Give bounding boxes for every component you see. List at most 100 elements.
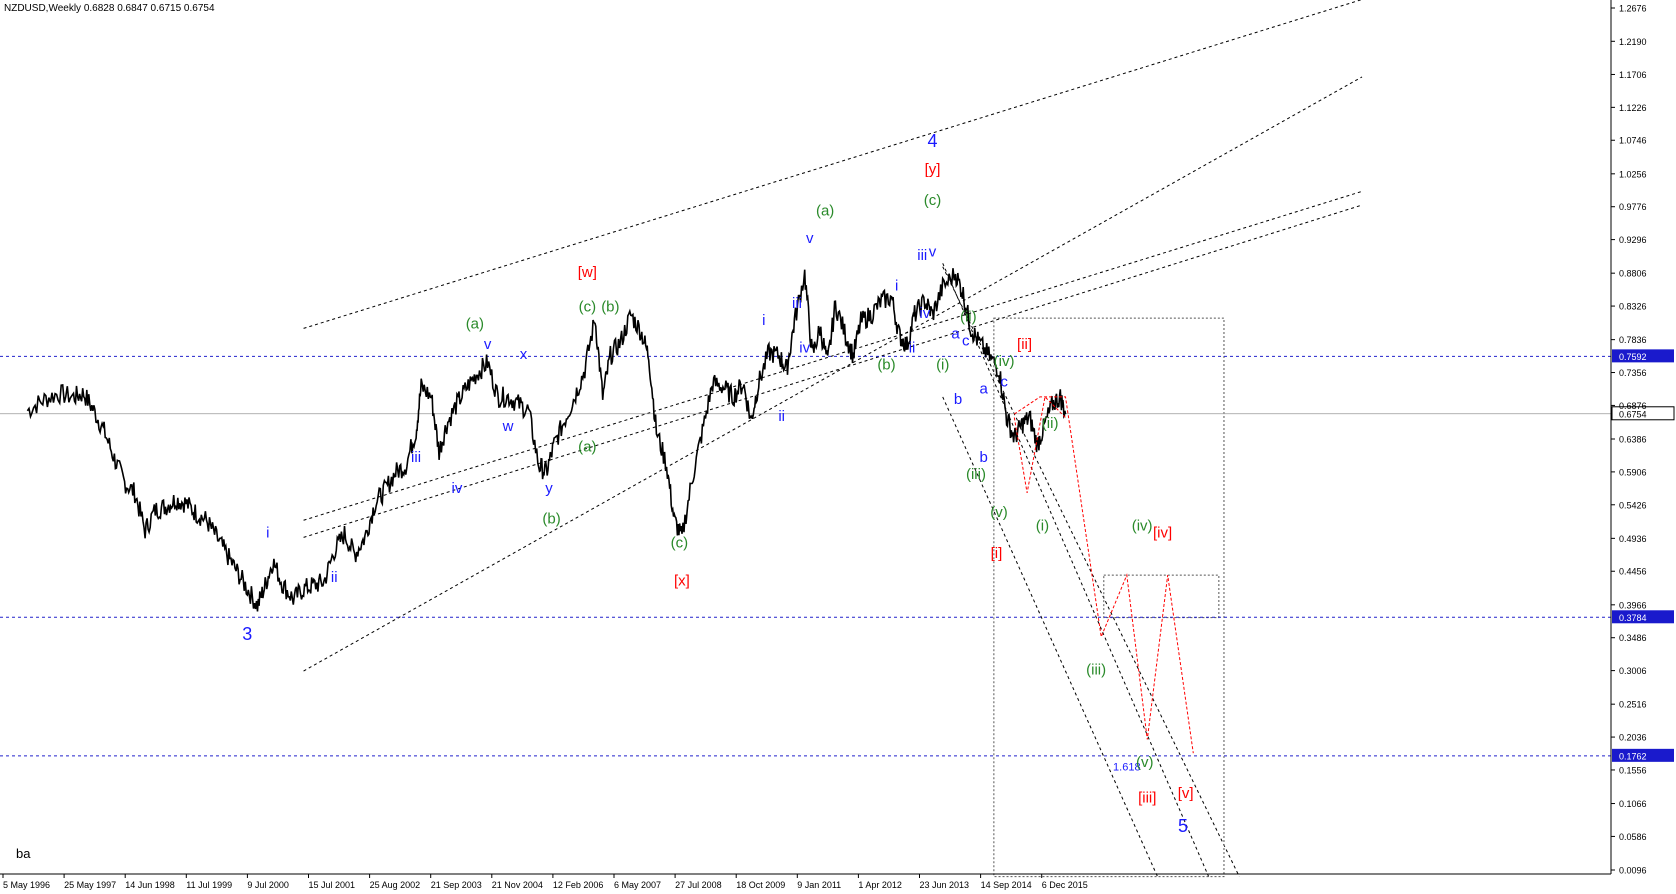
forecast-path bbox=[1013, 395, 1066, 493]
wave-label: [iv] bbox=[1153, 524, 1172, 541]
wave-label: (v) bbox=[1136, 754, 1154, 771]
channel-line bbox=[303, 204, 1363, 538]
y-axis: 1.2676 1.2190 1.1706 1.1226 1.0746 1.0256 0.97… bbox=[1611, 4, 1647, 876]
y-tick-label: 0.0096 bbox=[1619, 866, 1647, 876]
wave-label: [ii] bbox=[1017, 336, 1032, 353]
wave-label: iv bbox=[452, 480, 463, 497]
x-tick-label: 6 Dec 2015 bbox=[1042, 880, 1088, 890]
wave-label: (a) bbox=[578, 439, 596, 456]
wave-label: (ii) bbox=[1042, 415, 1059, 432]
wave-label: y bbox=[545, 480, 553, 497]
x-tick-label: 12 Feb 2006 bbox=[553, 880, 604, 890]
level-tag-label: 0.7592 bbox=[1619, 352, 1647, 362]
x-tick-label: 25 Aug 2002 bbox=[370, 880, 421, 890]
wave-label: (ii) bbox=[960, 309, 977, 326]
wave-label: b bbox=[954, 391, 962, 408]
wave-label: (iii) bbox=[966, 466, 986, 483]
x-tick-label: 15 Jul 2001 bbox=[309, 880, 356, 890]
wave-label: [i] bbox=[991, 545, 1003, 562]
wave-label: [y] bbox=[925, 161, 941, 178]
wave-label: 3 bbox=[242, 624, 252, 644]
y-tick-label: 1.0256 bbox=[1619, 169, 1647, 179]
y-tick-label: 0.4456 bbox=[1619, 567, 1647, 577]
wave-label: [x] bbox=[674, 572, 690, 589]
wave-label: iii bbox=[792, 295, 802, 312]
y-tick-label: 1.2676 bbox=[1619, 4, 1647, 14]
wave-label: v bbox=[929, 243, 937, 260]
y-tick-label: 0.4936 bbox=[1619, 534, 1647, 544]
x-tick-label: 18 Oct 2009 bbox=[736, 880, 785, 890]
wave-label: iv bbox=[799, 339, 810, 356]
y-tick-label: 0.9296 bbox=[1619, 235, 1647, 245]
y-tick-label: 0.6876 bbox=[1619, 401, 1647, 411]
level-tag bbox=[1611, 406, 1675, 421]
channel-lines bbox=[303, 0, 1363, 877]
wave-label: (b) bbox=[542, 511, 560, 528]
wave-label: [v] bbox=[1178, 785, 1194, 802]
footer-note: ba bbox=[16, 846, 31, 861]
y-tick-label: 0.2036 bbox=[1619, 733, 1647, 743]
wave-label: c bbox=[962, 333, 970, 350]
forecast-paths bbox=[1013, 395, 1194, 754]
y-tick-label: 0.1066 bbox=[1619, 799, 1647, 809]
wave-label: (iv) bbox=[994, 353, 1015, 370]
wave-label: (b) bbox=[601, 298, 619, 315]
channel-line bbox=[303, 190, 1363, 521]
wave-label: (i) bbox=[936, 357, 949, 374]
y-tick-label: 0.3486 bbox=[1619, 633, 1647, 643]
y-tick-label: 0.7836 bbox=[1619, 335, 1647, 345]
y-tick-label: 0.8326 bbox=[1619, 302, 1647, 312]
projection-box bbox=[1103, 574, 1220, 619]
wave-label: i bbox=[895, 278, 898, 295]
y-tick-label: 1.0746 bbox=[1619, 136, 1647, 146]
wave-label: i bbox=[762, 312, 765, 329]
wave-label: (b) bbox=[877, 357, 895, 374]
x-tick-label: 27 Jul 2008 bbox=[675, 880, 722, 890]
wave-labels: 3iiiiiiivvwxy(a)(b)(c)[w](b)(a)(c)[x]iii… bbox=[242, 131, 1193, 836]
x-tick-label: 14 Jun 1998 bbox=[125, 880, 175, 890]
y-tick-label: 0.5906 bbox=[1619, 467, 1647, 477]
wave-label: v bbox=[806, 230, 814, 247]
wave-label: x bbox=[520, 346, 528, 363]
wave-label: v bbox=[484, 336, 492, 353]
wave-label: ii bbox=[778, 408, 785, 425]
wave-label: 5 bbox=[1178, 816, 1188, 836]
level-tag-label: 0.3784 bbox=[1619, 613, 1647, 623]
x-tick-label: 23 Jun 2013 bbox=[920, 880, 970, 890]
wave-label: (a) bbox=[816, 202, 834, 219]
wave-label: a bbox=[951, 326, 960, 343]
level-tag bbox=[1612, 610, 1674, 624]
x-tick-label: 21 Sep 2003 bbox=[431, 880, 482, 890]
level-tag bbox=[1612, 349, 1674, 363]
y-tick-label: 0.0586 bbox=[1619, 832, 1647, 842]
y-tick-label: 1.1226 bbox=[1619, 103, 1647, 113]
wave-label: (v) bbox=[990, 504, 1008, 521]
x-tick-label: 21 Nov 2004 bbox=[492, 880, 543, 890]
channel-line bbox=[303, 76, 1363, 672]
x-tick-label: 5 May 1996 bbox=[3, 880, 50, 890]
wave-label: (c) bbox=[924, 192, 942, 209]
x-tick-label: 11 Jul 1999 bbox=[186, 880, 232, 890]
y-tick-label: 0.8806 bbox=[1619, 269, 1647, 279]
x-axis: 5 May 1996 25 May 1997 14 Jun 1998 11 Jul 1… bbox=[2, 874, 1088, 890]
x-tick-label: 9 Jul 2000 bbox=[247, 880, 289, 890]
wave-label: (iii) bbox=[1086, 661, 1106, 678]
wave-label: ii bbox=[331, 569, 338, 586]
y-tick-label: 0.3006 bbox=[1619, 666, 1647, 676]
wave-label: i bbox=[266, 524, 269, 541]
wave-label: (iv) bbox=[1132, 518, 1153, 535]
wave-label: iii bbox=[917, 247, 927, 264]
forecast-path bbox=[1014, 396, 1194, 754]
projection-boxes bbox=[993, 317, 1225, 878]
x-tick-label: 9 Jan 2011 bbox=[797, 880, 841, 890]
level-tag-label: 0.6754 bbox=[1619, 409, 1647, 419]
y-tick-label: 1.1706 bbox=[1619, 70, 1647, 80]
price-line bbox=[26, 268, 1067, 612]
wave-label: (c) bbox=[579, 298, 597, 315]
wave-label: 4 bbox=[927, 131, 937, 151]
x-tick-label: 6 May 2007 bbox=[614, 880, 661, 890]
y-tick-label: 0.5426 bbox=[1619, 500, 1647, 510]
wave-label: [w] bbox=[578, 264, 597, 281]
